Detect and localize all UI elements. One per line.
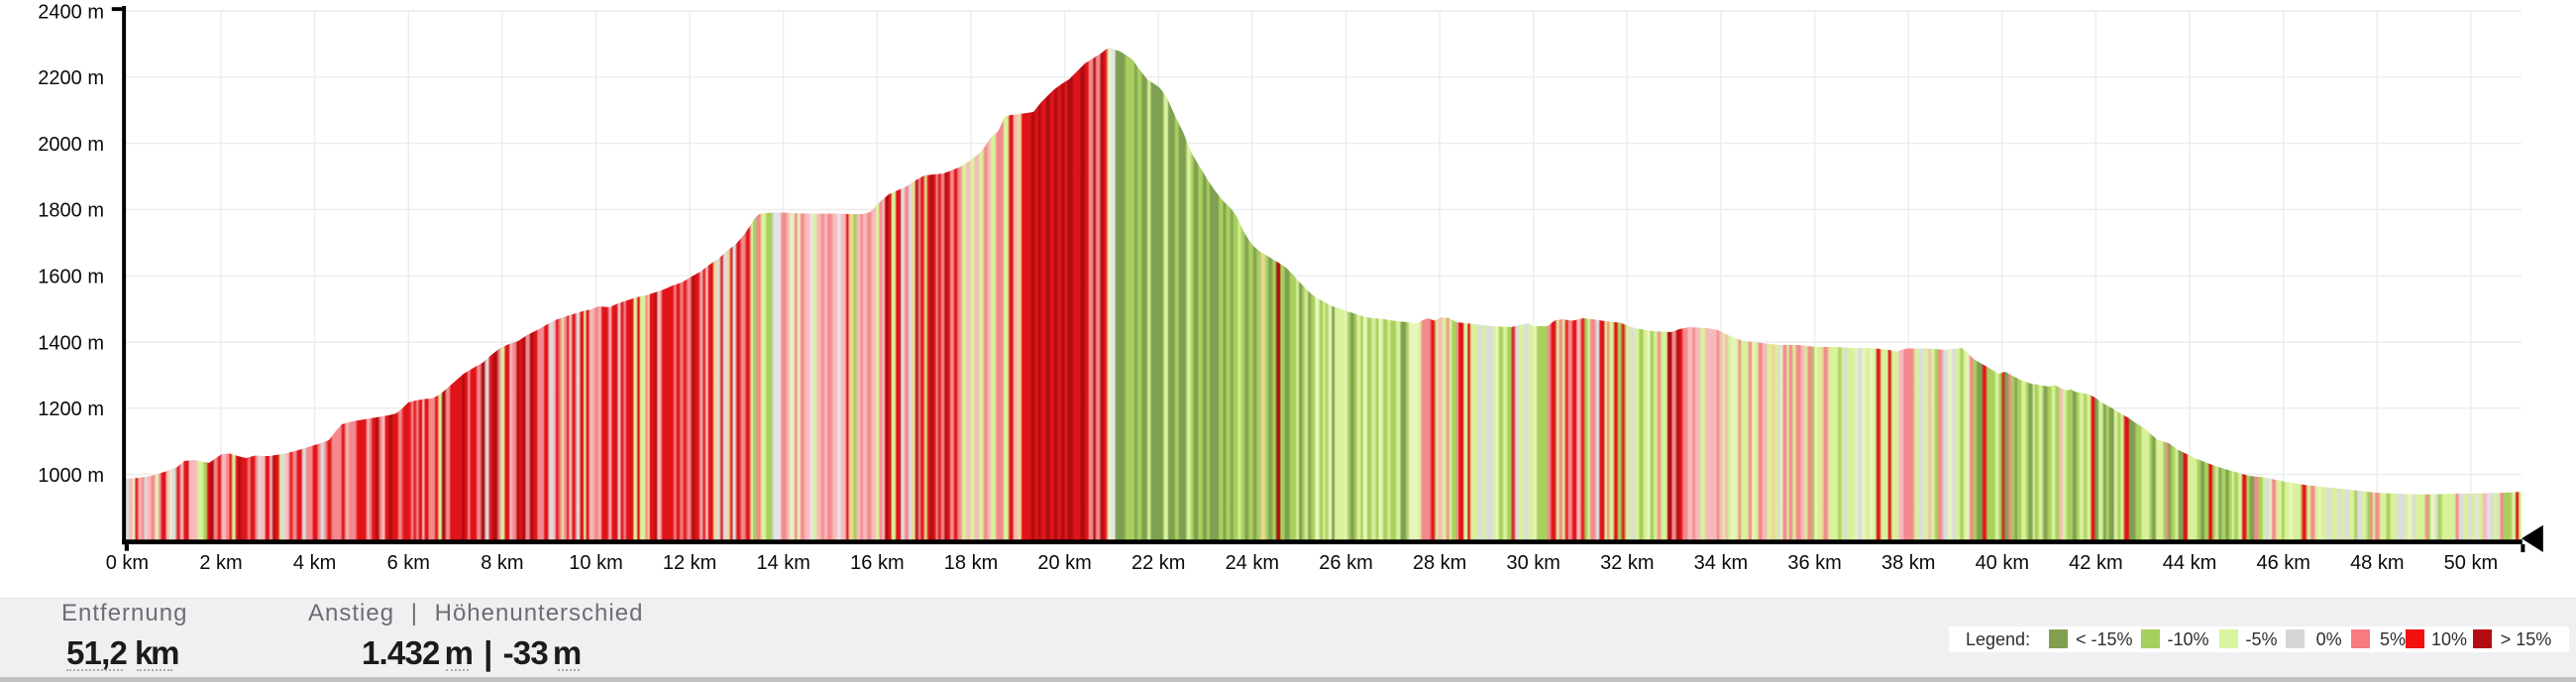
svg-text:2000 m: 2000 m [38,134,104,156]
svg-text:44 km: 44 km [2163,552,2216,574]
svg-text:40 km: 40 km [1976,552,2029,574]
svg-text:48 km: 48 km [2350,552,2404,574]
svg-text:18 km: 18 km [944,552,998,574]
svg-text:46 km: 46 km [2256,552,2309,574]
svg-text:14 km: 14 km [756,552,809,574]
svg-text:16 km: 16 km [850,552,904,574]
svg-text:1400 m: 1400 m [38,332,104,354]
svg-text:38 km: 38 km [1881,552,1935,574]
svg-text:1200 m: 1200 m [38,398,104,420]
svg-text:26 km: 26 km [1319,552,1372,574]
svg-text:12 km: 12 km [663,552,716,574]
svg-text:28 km: 28 km [1413,552,1466,574]
svg-text:2 km: 2 km [199,552,242,574]
svg-text:30 km: 30 km [1506,552,1559,574]
svg-text:10 km: 10 km [569,552,622,574]
svg-text:1000 m: 1000 m [38,465,104,487]
svg-text:2200 m: 2200 m [38,67,104,89]
svg-text:8 km: 8 km [481,552,523,574]
svg-text:50 km: 50 km [2444,552,2498,574]
svg-text:36 km: 36 km [1787,552,1841,574]
svg-text:22 km: 22 km [1131,552,1185,574]
svg-text:42 km: 42 km [2069,552,2122,574]
svg-text:6 km: 6 km [387,552,430,574]
svg-text:0 km: 0 km [106,552,149,574]
svg-text:1800 m: 1800 m [38,200,104,222]
svg-text:32 km: 32 km [1600,552,1654,574]
svg-text:2400 m: 2400 m [38,1,104,23]
svg-text:4 km: 4 km [293,552,336,574]
svg-text:20 km: 20 km [1037,552,1091,574]
svg-text:1600 m: 1600 m [38,267,104,288]
svg-text:34 km: 34 km [1694,552,1748,574]
svg-text:24 km: 24 km [1226,552,1279,574]
